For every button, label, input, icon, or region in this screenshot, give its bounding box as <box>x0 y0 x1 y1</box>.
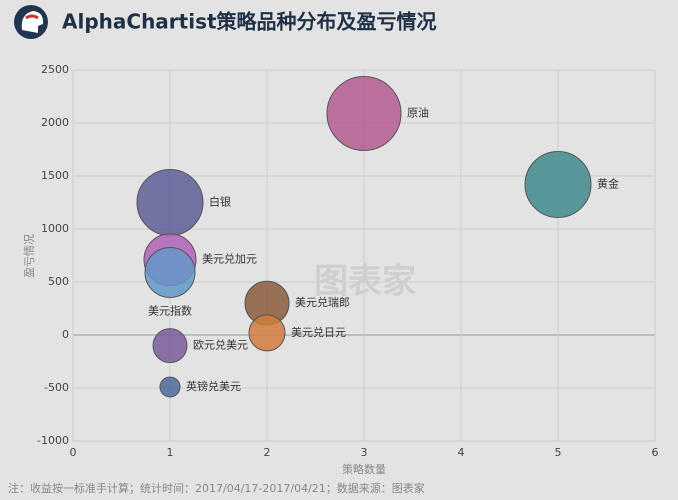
data-label: 英镑兑美元 <box>186 379 241 393</box>
y-tick-label: 2000 <box>41 116 69 129</box>
x-tick-label: 2 <box>264 446 271 459</box>
data-label: 白银 <box>209 195 231 209</box>
data-label: 美元兑加元 <box>202 252 257 266</box>
data-label: 欧元兑美元 <box>193 338 248 352</box>
chart-title: AlphaChartist策略品种分布及盈亏情况 <box>62 10 437 34</box>
y-axis-label: 盈亏情况 <box>23 234 36 278</box>
bubble <box>144 246 196 298</box>
data-label: 美元兑瑞郎 <box>295 295 350 309</box>
y-tick-label: 0 <box>62 328 69 341</box>
bubble <box>326 75 402 151</box>
data-label: 美元指数 <box>148 303 192 317</box>
y-tick-label: 500 <box>48 275 69 288</box>
bubble <box>136 169 204 236</box>
bubble <box>159 376 181 398</box>
x-tick-label: 0 <box>70 446 77 459</box>
x-axis-label: 策略数量 <box>342 462 386 476</box>
data-label: 原油 <box>407 105 429 119</box>
y-tick-label: -1000 <box>37 434 69 447</box>
x-tick-label: 6 <box>652 446 659 459</box>
plot-area: -1000 -500 0 500 1000 1500 2000 2500 0 1 2 3 4 5 6 原油黄金… <box>37 63 658 459</box>
logo <box>14 5 48 39</box>
bubble <box>152 328 188 364</box>
data-label: 美元兑日元 <box>291 325 346 339</box>
x-tick-label: 1 <box>167 446 174 459</box>
x-tick-label: 3 <box>361 446 368 459</box>
bubble <box>524 150 592 218</box>
y-tick-label: -500 <box>44 381 69 394</box>
y-tick-label: 1500 <box>41 169 69 182</box>
y-tick-label: 1000 <box>41 222 69 235</box>
x-tick-label: 5 <box>555 446 562 459</box>
bubble <box>248 314 286 352</box>
y-tick-label: 2500 <box>41 63 69 76</box>
x-tick-label: 4 <box>458 446 465 459</box>
data-label: 黄金 <box>597 176 619 190</box>
footnote: 注：收益按一标准手计算；统计时间：2017/04/17-2017/04/21；数… <box>8 481 425 495</box>
